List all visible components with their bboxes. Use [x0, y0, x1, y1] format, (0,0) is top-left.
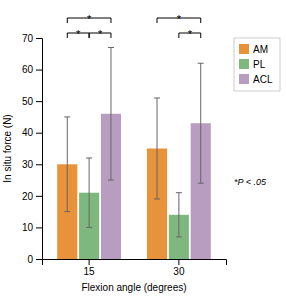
error-cap [86, 157, 92, 158]
error-cap [154, 199, 160, 200]
error-cap [64, 211, 70, 212]
legend-item: PL [239, 59, 266, 70]
error-cap [176, 236, 182, 237]
legend-label: PL [253, 59, 266, 70]
legend-label: AM [253, 44, 268, 55]
tick-label: 10 [22, 222, 34, 233]
error-cap [108, 180, 114, 181]
tick-label: 40 [22, 127, 34, 138]
tick: 15 [84, 259, 96, 277]
error-cap [198, 63, 204, 64]
x-axis-title: Flexion angle (degrees) [81, 282, 186, 293]
tick-label: 0 [27, 254, 33, 265]
tick-mark [36, 133, 42, 134]
legend-swatch [239, 59, 249, 69]
error-cap [108, 47, 114, 48]
tick-label: 30 [173, 266, 185, 277]
tick-label: 20 [22, 191, 34, 202]
tick: 70 [22, 33, 42, 44]
tick: 10 [22, 222, 42, 233]
annotation: * [188, 28, 193, 40]
legend-label: ACL [253, 74, 273, 85]
note: *P < .05 [234, 177, 267, 187]
tick-label: 50 [22, 96, 34, 107]
error-cap [86, 227, 92, 228]
legend: AM PL ACL [234, 38, 280, 91]
x-axis: 1530 [43, 259, 227, 277]
significance-bracket: * [67, 13, 111, 25]
annotations: * * * * * [67, 13, 200, 40]
tick-label: 15 [84, 266, 96, 277]
tick-mark [178, 259, 179, 265]
tick: 30 [173, 259, 185, 277]
error-cap [176, 192, 182, 193]
tick-mark [36, 227, 42, 228]
tick-mark [36, 101, 42, 102]
annotation: * [98, 28, 103, 40]
tick-mark [36, 196, 42, 197]
error-line [200, 63, 201, 183]
legend-swatch [239, 44, 249, 54]
legend-item: AM [239, 44, 268, 55]
axis-line [36, 39, 43, 260]
legend-swatch [239, 74, 249, 84]
plot: 0102030405060701530***** [22, 13, 227, 277]
significance-bracket: * [67, 28, 89, 40]
tick: 40 [22, 127, 42, 138]
error-bar [86, 158, 92, 227]
error-line [178, 193, 179, 237]
series [79, 158, 189, 259]
y-axis: 0 10 20 30 40 50 60 70 [22, 33, 43, 265]
error-bar [176, 193, 182, 237]
tick-mark [36, 259, 42, 260]
error-bar [154, 98, 160, 199]
error-line [89, 158, 90, 227]
axis-line [43, 260, 227, 266]
tick-mark [36, 70, 42, 71]
series [101, 47, 211, 259]
tick-mark [36, 164, 42, 165]
legend-frame [234, 38, 280, 91]
error-line [67, 117, 68, 212]
error-line [110, 47, 111, 180]
significance-bracket: * [179, 28, 201, 40]
tick-label: 70 [22, 33, 34, 44]
series [57, 98, 167, 259]
tick: 0 [27, 254, 42, 265]
marks [57, 47, 211, 259]
annotation: * [87, 13, 92, 25]
tick: 20 [22, 191, 42, 202]
legend-item: ACL [239, 74, 273, 85]
y-axis-title: In situ force (N) [2, 114, 13, 182]
tick-label: 30 [22, 159, 34, 170]
error-bar [64, 117, 70, 212]
chart: 0102030405060701530*****Flexion angle (d… [0, 0, 286, 299]
significance-bracket: * [157, 13, 201, 25]
tick-mark [36, 38, 42, 39]
tick: 60 [22, 64, 42, 75]
tick: 50 [22, 96, 42, 107]
error-bar [198, 63, 204, 183]
error-cap [198, 183, 204, 184]
error-cap [64, 116, 70, 117]
tick-mark [89, 259, 90, 265]
tick-label: 60 [22, 64, 34, 75]
annotation: * [177, 13, 182, 25]
error-cap [154, 97, 160, 98]
annotation: * [76, 28, 81, 40]
significance-bracket: * [89, 28, 111, 40]
error-line [157, 98, 158, 199]
error-bar [108, 47, 114, 180]
tick: 30 [22, 159, 42, 170]
